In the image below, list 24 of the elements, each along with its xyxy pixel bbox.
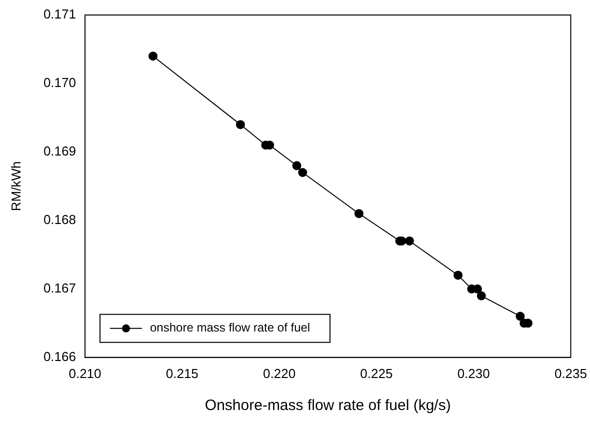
point xyxy=(298,168,308,178)
y-tick-label: 0.170 xyxy=(43,75,76,90)
point xyxy=(454,270,463,280)
point xyxy=(476,291,486,300)
x-tick-label: 0.220 xyxy=(263,366,296,381)
y-axis-title: RM/kWh xyxy=(8,161,24,212)
x-tick-label: 0.210 xyxy=(68,366,102,381)
point xyxy=(354,209,364,218)
x-tick-label: 0.230 xyxy=(457,366,490,381)
y-tick-label: 0.166 xyxy=(43,348,76,364)
x-tick-label: 0.235 xyxy=(554,366,588,381)
y-tick-label: 0.168 xyxy=(43,212,76,228)
point xyxy=(292,161,302,170)
y-tick-label: 0.171 xyxy=(43,6,76,22)
y-tick-label: 0.167 xyxy=(43,280,76,296)
x-tick-label: 0.225 xyxy=(360,366,393,381)
point xyxy=(148,52,158,61)
legend-label: onshore mass flow rate of fuel xyxy=(150,320,310,335)
point xyxy=(404,236,414,246)
x-axis-title: Onshore-mass flow rate of fuel (kg/s) xyxy=(204,397,451,414)
point xyxy=(516,312,525,321)
x-tick-label: 0.215 xyxy=(166,366,198,381)
point xyxy=(236,120,245,130)
y-tick-label: 0.169 xyxy=(43,144,76,159)
